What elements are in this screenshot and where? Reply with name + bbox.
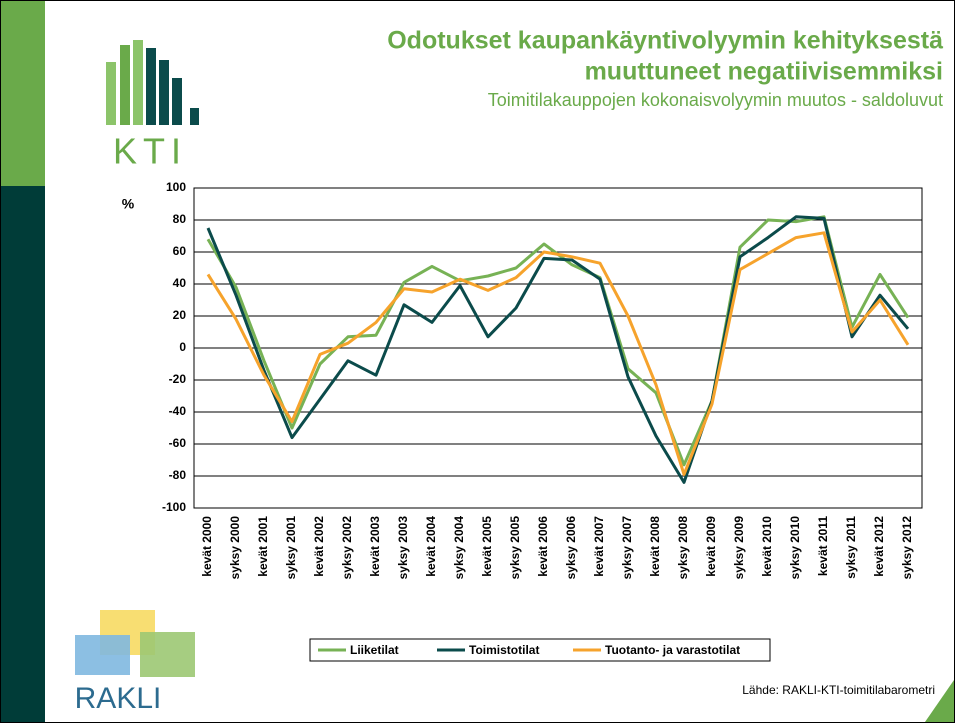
y-tick-label: 100	[166, 180, 186, 194]
y-tick-label: -80	[169, 468, 187, 482]
sidebar-top	[1, 1, 45, 186]
x-tick-label: kevät 2010	[760, 516, 774, 577]
x-tick-label: kevät 2004	[424, 516, 438, 577]
subtitle: Toimitilakauppojen kokonaisvolyymin muut…	[488, 90, 943, 110]
x-tick-label: kevät 2011	[816, 516, 830, 576]
legend-label: Tuotanto- ja varastotilat	[605, 643, 740, 657]
y-tick-label: 60	[173, 244, 187, 258]
x-tick-label: syksy 2010	[788, 516, 802, 580]
x-tick-label: syksy 2001	[284, 516, 298, 580]
x-tick-label: kevät 2007	[592, 516, 606, 577]
x-tick-label: syksy 2003	[396, 516, 410, 580]
y-axis-label: %	[122, 196, 135, 212]
y-tick-label: -40	[169, 404, 187, 418]
x-tick-label: syksy 2000	[228, 516, 242, 580]
title: muuttuneet negatiivisemmiksi	[585, 58, 943, 86]
legend-label: Liiketilat	[350, 643, 399, 657]
y-tick-label: 40	[173, 276, 187, 290]
kti-logo: KTI	[113, 131, 187, 172]
y-tick-label: 80	[173, 212, 187, 226]
x-tick-label: kevät 2002	[312, 516, 326, 577]
corner-mark	[925, 680, 954, 722]
x-tick-label: syksy 2007	[620, 516, 634, 580]
series-line	[206, 231, 910, 476]
legend-label: Toimistotilat	[469, 643, 539, 657]
x-tick-label: kevät 2012	[872, 516, 886, 577]
rakli-logo: RAKLI	[75, 682, 162, 715]
y-tick-label: -20	[169, 372, 187, 386]
x-tick-label: kevät 2001	[256, 516, 270, 577]
series-line	[206, 215, 910, 484]
x-tick-label: syksy 2011	[844, 516, 858, 579]
y-tick-label: 20	[173, 308, 187, 322]
kti-icon	[106, 40, 199, 125]
title: Odotukset kaupankäyntivolyymin kehitykse…	[387, 27, 943, 55]
y-tick-label: -60	[169, 436, 187, 450]
x-tick-label: kevät 2003	[368, 516, 382, 577]
x-tick-label: kevät 2009	[704, 516, 718, 577]
source: Lähde: RAKLI-KTI-toimitilabarometri	[742, 683, 935, 697]
x-tick-label: syksy 2008	[676, 516, 690, 580]
x-tick-label: syksy 2005	[508, 516, 522, 580]
y-tick-label: -100	[162, 500, 186, 514]
x-tick-label: syksy 2006	[564, 516, 578, 580]
x-tick-label: kevät 2000	[200, 516, 214, 577]
legend-box	[309, 638, 771, 662]
y-tick-label: 0	[179, 340, 186, 354]
x-tick-label: syksy 2009	[732, 516, 746, 580]
sidebar-bottom	[1, 186, 45, 722]
x-tick-label: syksy 2002	[340, 516, 354, 580]
x-tick-label: kevät 2006	[536, 516, 550, 577]
x-tick-label: kevät 2008	[648, 516, 662, 577]
rakli-icon	[75, 610, 195, 677]
x-tick-label: syksy 2012	[900, 516, 914, 580]
x-tick-label: syksy 2004	[452, 516, 466, 580]
x-tick-label: kevät 2005	[480, 516, 494, 577]
